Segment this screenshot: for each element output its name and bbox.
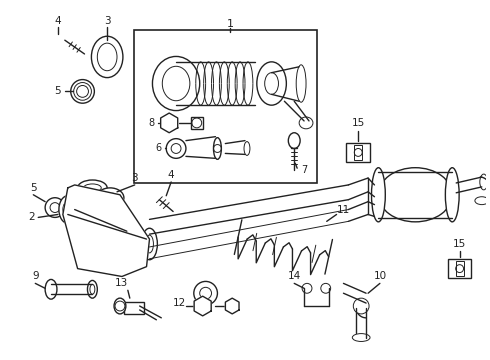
- Bar: [346, 143, 370, 162]
- Bar: [456, 261, 464, 276]
- Ellipse shape: [257, 62, 286, 105]
- Text: 10: 10: [373, 271, 387, 282]
- Circle shape: [71, 80, 95, 103]
- Circle shape: [302, 283, 312, 293]
- Text: 4: 4: [54, 15, 61, 26]
- Ellipse shape: [162, 66, 190, 101]
- Circle shape: [45, 198, 65, 217]
- Ellipse shape: [77, 180, 107, 196]
- Ellipse shape: [97, 188, 124, 208]
- Ellipse shape: [378, 168, 452, 222]
- Circle shape: [353, 298, 369, 314]
- Polygon shape: [194, 296, 211, 316]
- Bar: [134, 30, 317, 183]
- Ellipse shape: [475, 197, 489, 204]
- Ellipse shape: [480, 174, 488, 190]
- Text: 3: 3: [131, 173, 138, 183]
- Text: 1: 1: [227, 19, 234, 30]
- Text: 5: 5: [30, 183, 37, 193]
- Text: 2: 2: [28, 212, 35, 222]
- Text: 15: 15: [453, 239, 466, 249]
- Bar: [124, 302, 144, 314]
- Circle shape: [321, 283, 331, 293]
- Bar: [354, 145, 362, 160]
- Text: 14: 14: [288, 271, 301, 282]
- Bar: [191, 117, 203, 129]
- Circle shape: [194, 282, 218, 305]
- Ellipse shape: [114, 298, 126, 314]
- Text: 9: 9: [32, 271, 39, 282]
- Text: 8: 8: [148, 118, 154, 128]
- Ellipse shape: [352, 334, 370, 342]
- Ellipse shape: [152, 57, 200, 111]
- Ellipse shape: [88, 280, 98, 298]
- Text: 5: 5: [54, 86, 61, 96]
- Ellipse shape: [445, 168, 459, 222]
- Text: 13: 13: [115, 278, 128, 288]
- Polygon shape: [161, 113, 178, 133]
- Circle shape: [77, 215, 107, 244]
- Text: 4: 4: [168, 170, 174, 180]
- Text: 6: 6: [155, 144, 161, 153]
- Polygon shape: [225, 298, 239, 314]
- Ellipse shape: [59, 196, 76, 223]
- Text: 3: 3: [104, 15, 110, 26]
- Ellipse shape: [92, 36, 123, 78]
- Text: 15: 15: [352, 118, 365, 128]
- Text: 11: 11: [337, 204, 350, 215]
- Ellipse shape: [45, 279, 57, 299]
- Ellipse shape: [371, 168, 385, 222]
- Text: 7: 7: [301, 165, 307, 175]
- Polygon shape: [63, 185, 149, 276]
- Text: 12: 12: [172, 298, 186, 308]
- Ellipse shape: [288, 133, 300, 148]
- Bar: [448, 259, 471, 278]
- Ellipse shape: [142, 228, 157, 260]
